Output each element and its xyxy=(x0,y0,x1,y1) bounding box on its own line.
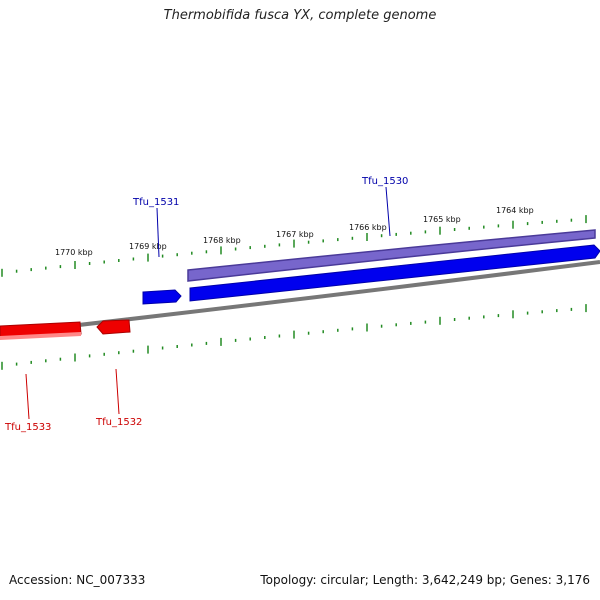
gene-arrow-tfu-1531[interactable] xyxy=(142,289,182,305)
genome-summary-text: Topology: circular; Length: 3,642,249 bp… xyxy=(260,573,590,587)
gene-arrow-tfu-1532[interactable] xyxy=(96,319,131,335)
scale-label-1768: 1768 kbp xyxy=(203,236,241,245)
leader-line-tfu-1530 xyxy=(385,186,391,237)
scale-label-1766: 1766 kbp xyxy=(349,223,387,232)
gene-arrow-tfu-1533-shadow xyxy=(0,332,81,340)
leader-line-tfu-1533 xyxy=(25,373,30,420)
genome-backbone xyxy=(0,260,600,336)
scale-label-1769: 1769 kbp xyxy=(129,242,167,251)
gene-arrow-tfu-1530[interactable] xyxy=(189,244,600,302)
gene-label-tfu-1533[interactable]: Tfu_1533 xyxy=(4,422,51,433)
scale-labels: 1770 kbp 1769 kbp 1768 kbp 1767 kbp 1766… xyxy=(55,206,534,257)
scale-label-1767: 1767 kbp xyxy=(276,230,314,239)
forward-feature-outline[interactable] xyxy=(187,229,596,282)
gene-label-tfu-1532[interactable]: Tfu_1532 xyxy=(95,417,142,428)
upper-scale-track xyxy=(1,215,587,277)
leader-line-tfu-1531 xyxy=(156,207,160,258)
lower-scale-track xyxy=(1,304,587,370)
accession-text: Accession: NC_007333 xyxy=(9,573,146,587)
scale-label-1770: 1770 kbp xyxy=(55,248,93,257)
gene-label-tfu-1530[interactable]: Tfu_1530 xyxy=(361,176,408,187)
scale-label-1764: 1764 kbp xyxy=(496,206,534,215)
gene-label-tfu-1531[interactable]: Tfu_1531 xyxy=(132,197,179,208)
map-title: Thermobifida fusca YX, complete genome xyxy=(163,8,437,23)
leader-line-tfu-1532 xyxy=(115,368,120,415)
scale-label-1765: 1765 kbp xyxy=(423,215,461,224)
